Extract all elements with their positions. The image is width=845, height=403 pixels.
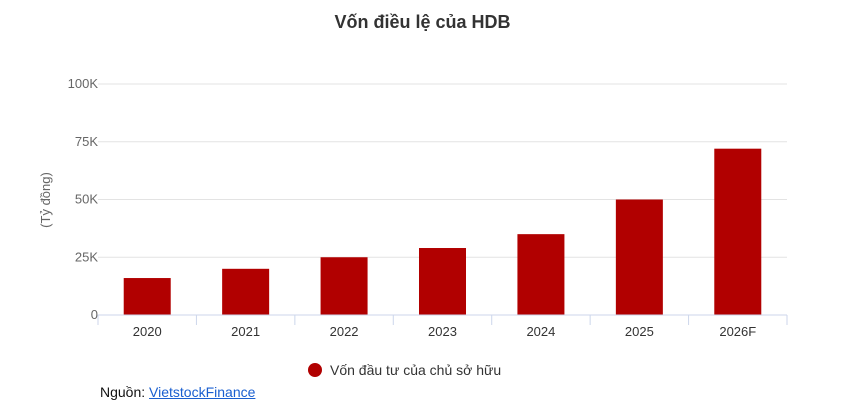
source-note: Nguồn: VietstockFinance [100,384,255,400]
bar[interactable] [320,257,368,315]
legend-label: Vốn đầu tư của chủ sở hữu [330,362,502,378]
x-tick-label: 2021 [231,324,260,339]
bar[interactable] [419,248,466,315]
y-tick-label: 75K [75,134,98,149]
y-tick-label: 50K [75,192,98,207]
source-link[interactable]: VietstockFinance [149,384,256,400]
bar[interactable] [714,148,762,315]
bars [123,148,762,316]
bar[interactable] [123,278,171,315]
bar[interactable] [222,268,270,315]
y-axis-label: (Tỷ đồng) [38,172,53,228]
y-tick-label: 25K [75,249,98,264]
legend[interactable]: Vốn đầu tư của chủ sở hữu [308,362,501,378]
x-tick-label: 2024 [526,324,555,339]
gridlines [98,83,787,258]
bar[interactable] [615,199,663,316]
x-tick-label: 2025 [625,324,654,339]
x-tick-label: 2023 [428,324,457,339]
y-tick-label: 0 [91,307,98,322]
x-axis: 2020 2021 2022 2023 2024 2025 2026F [97,314,788,339]
source-prefix: Nguồn: [100,384,150,400]
legend-marker [308,363,322,377]
bar[interactable] [517,234,565,315]
y-axis-ticks: 0 25K 50K 75K 100K [68,76,99,322]
chart-title: Vốn điều lệ của HDB [334,12,511,32]
x-tick-label: 2020 [133,324,162,339]
x-tick-label: 2022 [330,324,359,339]
x-tick-label: 2026F [719,324,756,339]
y-tick-label: 100K [68,76,99,91]
